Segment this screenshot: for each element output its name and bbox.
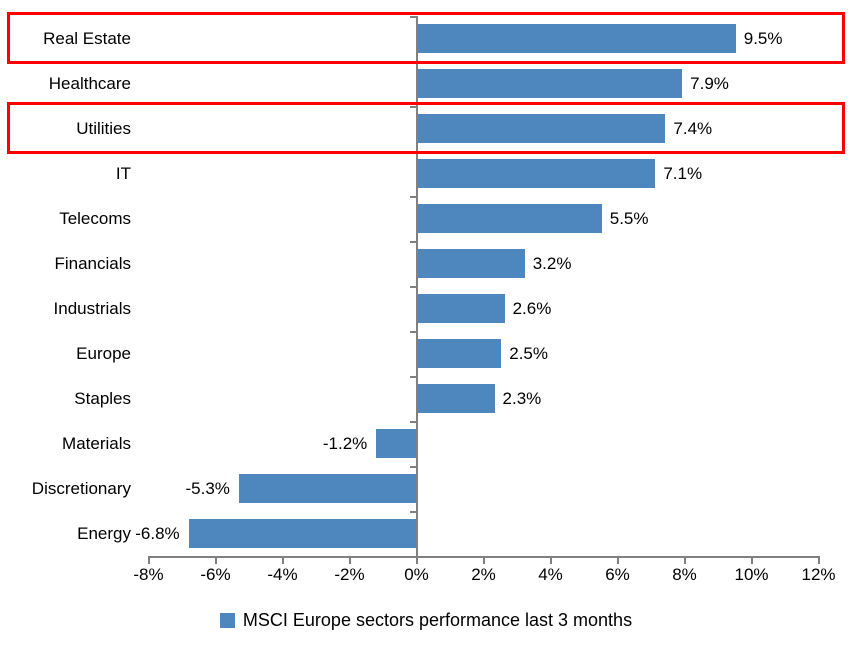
bar [417,204,602,233]
category-label: Real Estate [43,28,131,48]
bar [417,384,495,413]
category-axis-tick [409,286,416,288]
value-label: -6.8% [135,523,180,543]
x-axis-tick-label: -6% [200,565,231,584]
value-label: 9.5% [743,28,783,48]
category-axis-line [415,16,418,558]
value-label: 3.2% [532,253,572,273]
category-label: Financials [54,253,131,273]
value-axis-tick [281,556,284,564]
category-axis-tick [409,106,416,108]
value-label: 2.5% [509,343,548,363]
value-axis-tick [616,556,619,564]
value-label: -1.2% [322,433,368,453]
category-axis-tick [409,241,416,243]
legend: MSCI Europe sectors performance last 3 m… [0,610,852,631]
bar [417,69,683,98]
value-axis-tick [817,556,820,564]
category-label: Healthcare [48,73,131,93]
x-axis-tick-label: -4% [267,565,298,584]
x-axis-tick-label: 8% [672,565,697,584]
legend-marker-icon [219,613,235,628]
value-label: 7.9% [690,73,729,93]
category-axis-tick [409,196,416,198]
legend-label: MSCI Europe sectors performance last 3 m… [242,610,633,630]
category-axis-tick [409,376,416,378]
category-label: Staples [74,388,131,408]
bar [417,24,736,53]
category-label: Telecoms [59,208,131,228]
x-axis-tick-label: 0% [404,565,429,584]
category-axis-tick [409,421,416,423]
value-axis-tick [683,556,686,564]
category-axis-tick [409,511,416,513]
x-axis-tick-label: -8% [133,565,164,584]
value-axis-tick [147,556,150,564]
value-axis-tick [348,556,351,564]
value-label: 7.4% [673,118,713,138]
category-axis-tick [409,466,416,468]
value-label: -5.3% [185,478,230,498]
category-axis-tick [409,151,416,153]
value-axis-tick [482,556,485,564]
category-label: Materials [62,433,131,453]
x-axis-tick-label: 2% [471,565,496,584]
value-axis-tick [549,556,552,564]
category-label: IT [115,163,131,183]
value-label: 5.5% [609,208,649,228]
bar [417,159,656,188]
category-label: Utilities [76,118,131,138]
bar [417,294,505,323]
bar [417,114,666,143]
category-label: Discretionary [31,478,131,498]
bar [188,519,417,548]
x-axis-tick-label: 6% [605,565,630,584]
value-label: 2.6% [512,298,552,318]
category-label: Industrials [53,298,131,318]
bar [376,429,417,458]
x-axis-tick-label: -2% [334,565,365,584]
category-label: Energy [77,523,131,543]
value-label: 2.3% [502,388,542,408]
value-axis-tick [214,556,217,564]
bar [417,249,525,278]
category-axis-tick [409,61,416,63]
category-label: Europe [76,343,131,363]
x-axis-tick-label: 4% [538,565,563,584]
x-axis-tick-label: 10% [734,565,769,584]
bar [238,474,417,503]
value-axis-tick [750,556,753,564]
value-axis-tick [415,556,418,564]
bar [417,339,502,368]
category-axis-tick [409,16,416,18]
value-label: 7.1% [663,163,703,183]
x-axis-tick-label: 12% [801,565,836,584]
category-axis-tick [409,331,416,333]
